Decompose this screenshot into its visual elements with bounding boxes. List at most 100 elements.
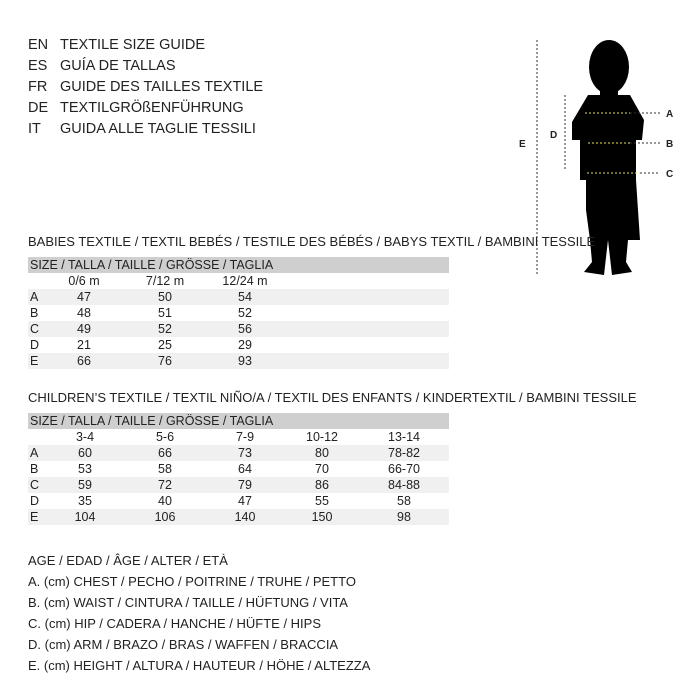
table-cell: 48 [77, 306, 91, 320]
column-header: 7-9 [235, 430, 255, 444]
table-cell: 70 [315, 462, 329, 476]
children-section-title: CHILDREN’S TEXTILE / TEXTIL NIÑO/A / TEX… [28, 390, 637, 405]
table-cell: 47 [238, 494, 252, 508]
table-row: D 21 25 29 [28, 337, 449, 353]
column-header: 7/12 m [145, 274, 185, 288]
row-label: C [30, 478, 40, 492]
table-header: SIZE / TALLA / TAILLE / GRÖSSE / TAGLIA [28, 257, 449, 273]
table-cell: 40 [158, 494, 172, 508]
table-cell: 47 [77, 290, 91, 304]
table-cell: 50 [158, 290, 172, 304]
table-cell: 140 [234, 510, 256, 524]
table-row: C 59 72 79 86 84-88 [28, 477, 449, 493]
row-label: D [30, 494, 40, 508]
babies-section-title: BABIES TEXTILE / TEXTIL BEBÉS / TESTILE … [28, 234, 596, 249]
table-cell: 66 [158, 446, 172, 460]
table-cell: 104 [74, 510, 96, 524]
title-line: ES GUÍA DE TALLAS [28, 58, 176, 74]
table-cell: 52 [158, 322, 172, 336]
label-c: C [666, 169, 673, 180]
table-cell: 66-70 [388, 462, 420, 476]
table-cell: 80 [315, 446, 329, 460]
table-cell: 79 [238, 478, 252, 492]
table-cell: 78-82 [388, 446, 420, 460]
table-cell: 53 [78, 462, 92, 476]
table-row: B 53 58 64 70 66-70 [28, 461, 449, 477]
column-header: 3-4 [75, 430, 95, 444]
title-line: FR GUIDE DES TAILLES TEXTILE [28, 79, 263, 95]
table-cell: 106 [154, 510, 176, 524]
table-header: SIZE / TALLA / TAILLE / GRÖSSE / TAGLIA [28, 413, 449, 429]
table-cell: 54 [238, 290, 252, 304]
language-code: FR [28, 79, 48, 95]
label-b: B [666, 139, 673, 150]
row-label: E [30, 354, 39, 368]
table-cell: 58 [397, 494, 411, 508]
table-cell: 98 [397, 510, 411, 524]
legend-item: D. (cm) ARM / BRAZO / BRAS / WAFFEN / BR… [28, 637, 339, 652]
table-cell: 64 [238, 462, 252, 476]
table-row: B 48 51 52 [28, 305, 449, 321]
row-label: A [30, 290, 39, 304]
table-row: E 66 76 93 [28, 353, 449, 369]
table-cell: 73 [238, 446, 252, 460]
column-header: 13-14 [388, 430, 420, 444]
table-cell: 51 [158, 306, 172, 320]
row-label: A [30, 446, 39, 460]
legend-item: C. (cm) HIP / CADERA / HANCHE / HÜFTE / … [28, 616, 322, 631]
table-cell: 29 [238, 338, 252, 352]
label-a: A [666, 109, 673, 120]
language-code: IT [28, 121, 41, 137]
title-line: EN TEXTILE SIZE GUIDE [28, 37, 205, 53]
table-row: A 60 66 73 80 78-82 [28, 445, 449, 461]
column-header-row: 0/6 m 7/12 m 12/24 m [28, 273, 449, 289]
row-label: B [30, 462, 39, 476]
table-cell: 84-88 [388, 478, 420, 492]
table-cell: 49 [77, 322, 91, 336]
child-silhouette-icon [572, 40, 644, 275]
label-d: D [550, 130, 557, 141]
table-cell: 59 [78, 478, 92, 492]
legend-item: AGE / EDAD / ÂGE / ALTER / ETÀ [28, 553, 228, 568]
table-cell: 21 [77, 338, 91, 352]
table-cell: 58 [158, 462, 172, 476]
child-measurement-figure: A B C D E [519, 40, 673, 276]
title-text: TEXTILE SIZE GUIDE [60, 37, 206, 53]
table-cell: 86 [315, 478, 329, 492]
row-label: D [30, 338, 40, 352]
language-code: ES [28, 58, 48, 74]
table-cell: 55 [315, 494, 329, 508]
table-row: C 49 52 56 [28, 321, 449, 337]
column-header-row: 3-4 5-6 7-9 10-12 13-14 [28, 429, 449, 445]
table-row: E 104 106 140 150 98 [28, 509, 449, 525]
row-label: C [30, 322, 40, 336]
column-header: 12/24 m [222, 274, 268, 288]
title-text: GUIDE DES TAILLES TEXTILE [60, 79, 264, 95]
table-cell: 25 [158, 338, 172, 352]
column-header: 10-12 [306, 430, 338, 444]
row-label: E [30, 510, 39, 524]
row-label: B [30, 306, 39, 320]
table-cell: 66 [77, 354, 91, 368]
legend-item: E. (cm) HEIGHT / ALTURA / HAUTEUR / HÖHE… [28, 658, 371, 673]
language-code: EN [28, 37, 49, 53]
children-size-table: SIZE / TALLA / TAILLE / GRÖSSE / TAGLIA 3… [28, 413, 449, 525]
title-line: IT GUIDA ALLE TAGLIE TESSILI [28, 121, 256, 137]
table-row: A 47 50 54 [28, 289, 449, 305]
language-code: DE [28, 100, 49, 116]
table-cell: 93 [238, 354, 252, 368]
label-e: E [519, 139, 526, 150]
table-cell: 52 [238, 306, 252, 320]
babies-size-table: SIZE / TALLA / TAILLE / GRÖSSE / TAGLIA 0… [28, 257, 449, 369]
column-header: 0/6 m [68, 274, 100, 288]
title-line: DE TEXTILGRÖßENFÜHRUNG [28, 100, 244, 116]
table-cell: 60 [78, 446, 92, 460]
title-text: TEXTILGRÖßENFÜHRUNG [60, 100, 244, 116]
table-cell: 56 [238, 322, 252, 336]
column-header: 5-6 [155, 430, 175, 444]
table-cell: 35 [78, 494, 92, 508]
table-row: D 35 40 47 55 58 [28, 493, 449, 509]
table-cell: 76 [158, 354, 172, 368]
legend-item: A. (cm) CHEST / PECHO / POITRINE / TRUHE… [28, 574, 356, 589]
